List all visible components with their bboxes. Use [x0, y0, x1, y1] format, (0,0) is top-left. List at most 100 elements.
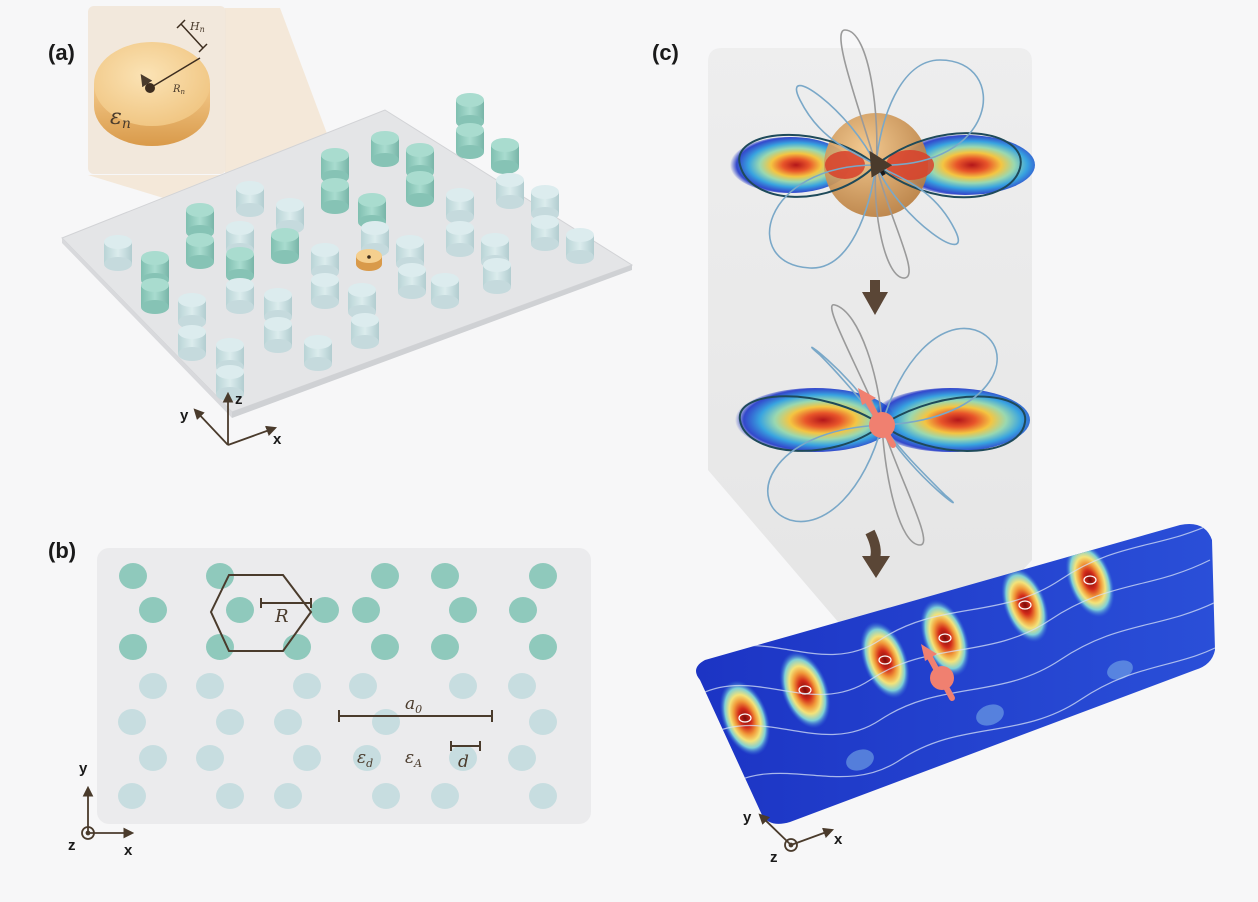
pillar — [491, 138, 519, 174]
hotspot-core — [938, 633, 952, 643]
lattice-hole — [139, 673, 167, 699]
pillar — [304, 335, 332, 371]
lattice-hole — [349, 673, 377, 699]
lattice-hole — [372, 709, 400, 735]
lattice-hole — [283, 634, 311, 660]
lattice-hole — [139, 597, 167, 623]
panel-a: (a) Hn Rn εn — [48, 6, 634, 448]
lattice-hole — [352, 597, 380, 623]
axis-a-x: x — [273, 431, 282, 448]
panel-b-label: (b) — [48, 538, 76, 563]
pillar — [271, 228, 299, 264]
axis-b-y: y — [79, 760, 88, 777]
lattice-hole — [118, 783, 146, 809]
pillar — [431, 273, 459, 309]
substrate-edge-left — [62, 238, 232, 418]
small-gold-disk — [356, 249, 382, 271]
axis-b-z: z — [68, 837, 76, 854]
dipole-arrow-mid — [863, 395, 896, 448]
pillar — [456, 123, 484, 159]
lattice-hole — [353, 745, 381, 771]
gold-disk-inset: Hn Rn εn — [94, 19, 210, 146]
lattice-hole — [206, 634, 234, 660]
hex-radius-marker — [260, 598, 312, 608]
dipole-with-sphere — [730, 29, 1035, 279]
pillar — [226, 247, 254, 283]
pillar — [531, 215, 559, 251]
lattice-hole — [371, 563, 399, 589]
transition-arrow-2 — [862, 529, 890, 578]
lattice-hole — [293, 673, 321, 699]
field-hotspot — [860, 621, 910, 699]
lattice-hole — [311, 597, 339, 623]
axes-b — [81, 785, 135, 840]
pillar — [178, 293, 206, 329]
height-marker — [180, 23, 204, 49]
lattice-hole — [274, 709, 302, 735]
hotspot-core — [1018, 600, 1032, 610]
lattice-hole — [196, 673, 224, 699]
axis-c-z: z — [770, 849, 778, 866]
pillar — [398, 263, 426, 299]
panel-c: (c) — [652, 29, 1215, 866]
lattice-hole — [529, 783, 557, 809]
radius-label: Rn — [172, 84, 186, 96]
axis-c-y: y — [743, 809, 752, 826]
hole-diameter-label: d — [458, 752, 469, 772]
pillar — [141, 278, 169, 314]
lattice-hole — [372, 783, 400, 809]
panel-b: (b) R a0 εd εA d y x — [48, 538, 591, 859]
hotspot-core — [738, 713, 752, 723]
moment-arrow — [140, 74, 153, 89]
lattice-hole — [216, 709, 244, 735]
pillar — [311, 273, 339, 309]
lattice-hole — [449, 745, 477, 771]
permittivity-label: εn — [110, 105, 131, 132]
point-dipole — [735, 304, 1030, 546]
pillar — [371, 131, 399, 167]
lattice-hole — [449, 597, 477, 623]
lattice-hole — [196, 745, 224, 771]
axes-c — [758, 813, 835, 852]
field-hotspot — [976, 704, 1004, 726]
height-label: Hn — [189, 20, 205, 34]
axis-b-x: x — [124, 842, 133, 859]
radius-line — [149, 57, 201, 89]
panel-c-label: (c) — [652, 40, 679, 65]
field-hotspot — [1107, 660, 1133, 680]
axes-a — [193, 391, 278, 446]
hole-diameter-marker — [450, 741, 481, 751]
eps-a-label: εA — [405, 748, 422, 770]
lattice-hole — [206, 563, 234, 589]
zoom-cone — [708, 48, 1032, 700]
lattice-constant-marker — [338, 710, 493, 722]
substrate-edge — [232, 265, 632, 418]
dipole-arrow-slab — [925, 651, 955, 701]
pillar — [264, 317, 292, 353]
pillar — [496, 173, 524, 209]
lattice-hole — [529, 709, 557, 735]
hotspot-core — [878, 655, 892, 665]
field-map-slab — [696, 524, 1215, 824]
pillar — [226, 278, 254, 314]
field-hotspot — [719, 680, 771, 756]
pillar — [446, 188, 474, 224]
lattice-hole — [216, 783, 244, 809]
pillar — [348, 283, 376, 319]
axis-a-y: y — [180, 407, 189, 424]
pillar — [178, 325, 206, 361]
lattice-constant-label: a0 — [405, 694, 422, 716]
unit-cell-hexagon — [209, 574, 313, 652]
panel-a-label: (a) — [48, 40, 75, 65]
pillar — [104, 235, 132, 271]
lattice-hole — [293, 745, 321, 771]
pillar — [351, 313, 379, 349]
transition-arrow-1 — [862, 280, 888, 315]
lattice-hole — [508, 673, 536, 699]
hex-radius-label: R — [274, 606, 289, 627]
pillar — [321, 178, 349, 214]
lattice-hole — [529, 563, 557, 589]
axis-a-z: z — [235, 391, 243, 408]
lattice-hole — [119, 563, 147, 589]
